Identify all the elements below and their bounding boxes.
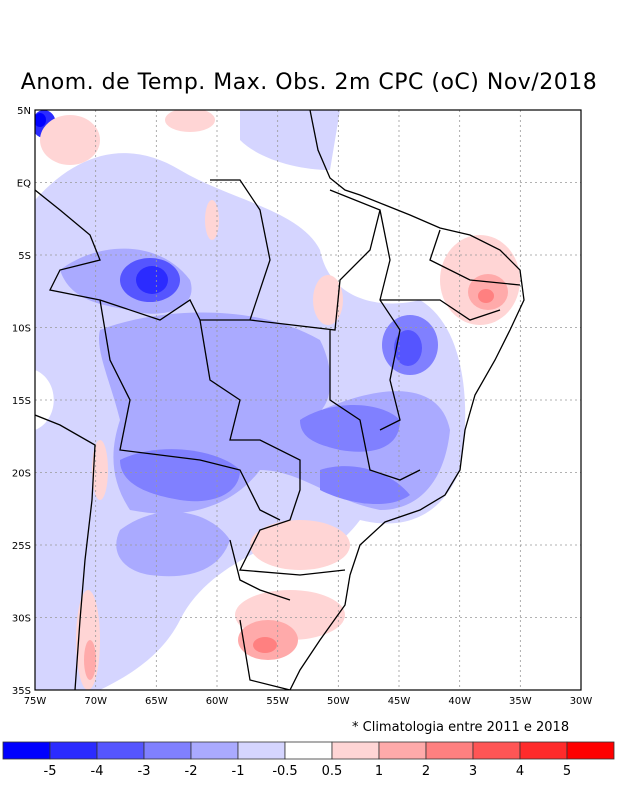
colorbar-swatch [49, 741, 98, 760]
anomaly-region-cold [136, 266, 168, 294]
anomaly-region-cold [116, 511, 230, 577]
colorbar-label: 1 [375, 764, 383, 779]
colorbar-label: -0.5 [272, 764, 297, 779]
colorbar-label: -1 [232, 764, 245, 779]
colorbar-swatch [519, 741, 568, 760]
lon-tick-label: 30W [570, 696, 593, 707]
map-title: Anom. de Temp. Max. Obs. 2m CPC (oC) Nov… [20, 70, 598, 95]
anomaly-region-warm [313, 275, 343, 325]
anomaly-region-warm [165, 110, 215, 132]
colorbar-label: 0.5 [322, 764, 343, 779]
anomaly-region-cold [320, 466, 410, 505]
anomaly-region-warm [84, 640, 96, 680]
lon-tick-label: 45W [388, 696, 411, 707]
colorbar-label: 3 [469, 764, 477, 779]
colorbar-swatch [143, 741, 192, 760]
lon-tick-label: 60W [206, 696, 229, 707]
lon-tick-label: 50W [327, 696, 350, 707]
colorbar-label: -5 [44, 764, 57, 779]
coastline [35, 110, 525, 690]
colorbar-swatch [425, 741, 474, 760]
lon-tick-label: 55W [266, 696, 289, 707]
anomaly-shading [35, 110, 520, 690]
lat-tick-label: 5N [17, 106, 31, 117]
lat-tick-label: 30S [12, 614, 31, 625]
anomaly-region-cold [240, 110, 340, 170]
colorbar-swatch [284, 741, 333, 760]
anomaly-region-cold [394, 330, 422, 366]
colorbar-swatch [237, 741, 286, 760]
lat-tick-label: 5S [18, 251, 31, 262]
lat-tick-label: 35S [12, 686, 31, 697]
lat-tick-label: 25S [12, 541, 31, 552]
lat-lon-grid [35, 110, 581, 690]
colorbar-label: 4 [516, 764, 524, 779]
colorbar-swatch [96, 741, 145, 760]
climatology-note: * Climatologia entre 2011 e 2018 [352, 720, 570, 735]
colorbar-label: 2 [422, 764, 430, 779]
anomaly-region-warm [205, 200, 219, 240]
anomaly-region-warm [40, 115, 100, 165]
lon-tick-label: 75W [24, 696, 47, 707]
colorbar: -5 -4 -3 -2 -1 -0.5 0.5 1 2 3 4 5 [2, 741, 615, 779]
colorbar-swatch [378, 741, 427, 760]
colorbar-swatch [566, 741, 615, 760]
colorbar-label: 5 [563, 764, 571, 779]
anomaly-region-warm [478, 289, 494, 303]
colorbar-label: -2 [185, 764, 198, 779]
colorbar-label: -3 [138, 764, 151, 779]
colorbar-swatch [331, 741, 380, 760]
anomaly-region-warm [253, 637, 277, 653]
map-frame [34, 109, 582, 691]
lat-tick-label: 20S [12, 469, 31, 480]
lon-tick-label: 70W [84, 696, 107, 707]
colorbar-swatch [190, 741, 239, 760]
lat-tick-label: 15S [12, 396, 31, 407]
anomaly-region-cold [35, 113, 46, 127]
colorbar-swatch [472, 741, 521, 760]
lat-tick-label: 10S [12, 324, 31, 335]
colorbar-swatch [2, 741, 51, 760]
lon-tick-label: 40W [448, 696, 471, 707]
colorbar-label: -4 [91, 764, 104, 779]
lat-tick-label: EQ [17, 179, 31, 190]
anomaly-region-cold [300, 405, 400, 452]
lon-tick-label: 35W [509, 696, 532, 707]
lon-tick-label: 65W [145, 696, 168, 707]
